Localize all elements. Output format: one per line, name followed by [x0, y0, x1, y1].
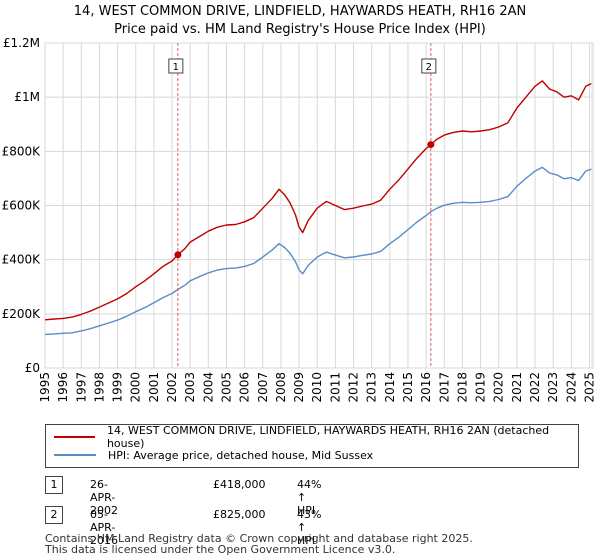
x-tick-label: 2000	[129, 372, 143, 403]
x-tick-label: 1999	[111, 372, 125, 403]
x-tick-label: 1995	[38, 372, 52, 403]
transaction-number: 2	[45, 506, 63, 524]
chart-title-line1: 14, WEST COMMON DRIVE, LINDFIELD, HAYWAR…	[73, 4, 527, 19]
chart-grid	[44, 42, 594, 369]
transaction-hpi: 43% ↑ HPI	[297, 508, 322, 547]
x-tick-label: 2001	[147, 372, 161, 403]
transaction-shading	[591, 43, 594, 368]
series-line-hpi	[44, 166, 592, 336]
x-tick-label: 2014	[383, 372, 397, 403]
x-tick-label: 2010	[310, 372, 324, 403]
x-tick-label: 2004	[201, 372, 215, 403]
x-tick-label: 2003	[183, 372, 197, 403]
x-tick-label: 2011	[328, 372, 342, 403]
footer-licence: This data is licensed under the Open Gov…	[45, 543, 396, 556]
annotation-label: 2	[426, 62, 432, 73]
x-tick-label: 2015	[401, 372, 415, 403]
y-tick-label: £200K	[2, 307, 42, 321]
x-tick-label: 2024	[564, 372, 578, 403]
y-tick-label: £600K	[2, 199, 42, 213]
y-axis: £0 £200K £400K £600K £800K £1M £1.2M	[2, 36, 42, 375]
legend-label-price: 14, WEST COMMON DRIVE, LINDFIELD, HAYWAR…	[106, 424, 550, 450]
x-tick-label: 2009	[292, 372, 306, 403]
x-tick-label: 2018	[455, 372, 469, 403]
transaction-date: 05-APR-2016	[90, 508, 118, 547]
legend-item-hpi: HPI: Average price, detached house, Mid …	[54, 447, 373, 463]
transaction-date: 26-APR-2002	[90, 478, 118, 517]
x-tick-label: 2020	[492, 372, 506, 403]
y-tick-label: £1.2M	[3, 36, 40, 50]
transaction-price: £418,000	[213, 478, 266, 491]
x-tick-label: 2008	[274, 372, 288, 403]
transaction-hpi: 44% ↑ HPI	[297, 478, 322, 517]
x-axis: 1995 1996 1997 1998 1999 2000 2001 2002 2003 2004…	[38, 372, 596, 403]
transaction-point	[174, 251, 182, 259]
price-chart: 1995 1996 1997 1998 1999 2000 2001 2002 2003 2004…	[2, 36, 597, 403]
legend-swatch-hpi	[54, 454, 96, 456]
legend-item-price: 14, WEST COMMON DRIVE, LINDFIELD, HAYWAR…	[54, 424, 578, 450]
x-tick-label: 2017	[437, 372, 451, 403]
y-tick-label: £1M	[14, 90, 40, 104]
series-line-price	[44, 80, 592, 321]
y-tick-label: £400K	[2, 253, 42, 267]
x-tick-label: 1996	[56, 372, 70, 403]
annotation-box	[421, 58, 437, 74]
x-tick-label: 2016	[419, 372, 433, 403]
legend-swatch-price	[54, 436, 95, 438]
annotation-box	[168, 58, 184, 74]
x-tick-label: 2002	[165, 372, 179, 403]
y-tick-label: £800K	[2, 144, 42, 158]
x-tick-label: 1998	[92, 372, 106, 403]
x-tick-label: 2006	[238, 372, 252, 403]
x-tick-label: 2012	[347, 372, 361, 403]
annotation-label: 1	[173, 62, 179, 73]
transaction-price: £825,000	[213, 508, 266, 521]
chart-legend: 14, WEST COMMON DRIVE, LINDFIELD, HAYWAR…	[45, 424, 579, 468]
footer-copyright: Contains HM Land Registry data © Crown c…	[45, 532, 473, 545]
x-tick-label: 2021	[510, 372, 524, 403]
x-tick-label: 2007	[256, 372, 270, 403]
transaction-point	[427, 141, 435, 149]
y-tick-label: £0	[25, 361, 40, 375]
chart-title-line2: Price paid vs. HM Land Registry's House …	[114, 22, 486, 37]
future-hatch	[591, 43, 594, 368]
x-tick-label: 2019	[474, 372, 488, 403]
x-tick-label: 2022	[528, 372, 542, 403]
chart-lines	[44, 80, 592, 336]
x-tick-label: 2013	[365, 372, 379, 403]
x-tick-label: 2025	[582, 372, 596, 403]
x-tick-label: 2023	[546, 372, 560, 403]
transaction-number: 1	[45, 476, 63, 494]
x-tick-label: 2005	[219, 372, 233, 403]
x-tick-label: 1997	[74, 372, 88, 403]
legend-label-hpi: HPI: Average price, detached house, Mid …	[108, 448, 374, 462]
